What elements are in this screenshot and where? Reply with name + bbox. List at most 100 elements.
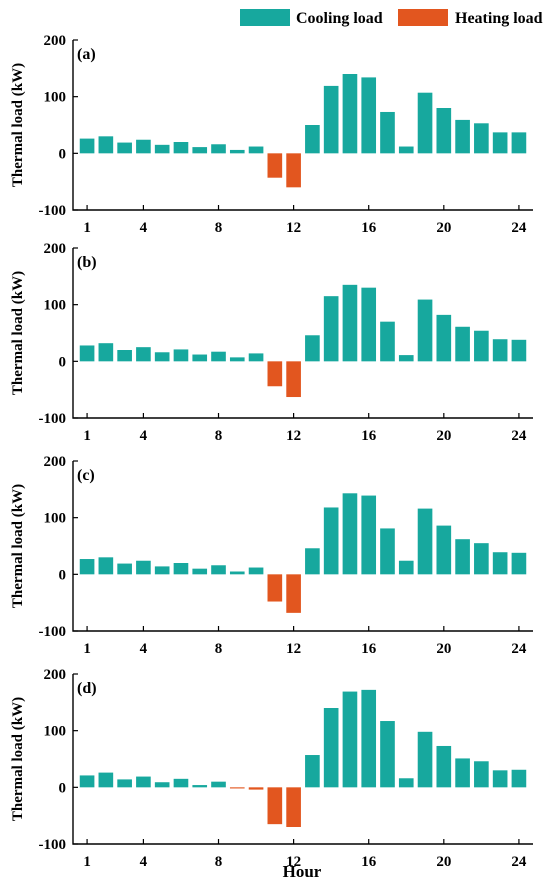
cooling-bar	[79, 559, 95, 575]
x-tick-label: 16	[361, 220, 377, 236]
panel-tag: (c)	[77, 467, 95, 484]
x-tick-label: 20	[436, 428, 451, 444]
cooling-bar	[436, 525, 452, 575]
cooling-bar	[323, 296, 339, 362]
y-tick-label: -100	[39, 411, 67, 427]
heating-bar	[286, 361, 301, 398]
x-tick-label: 20	[436, 854, 451, 870]
x-tick-label: 8	[215, 641, 223, 657]
cooling-bar	[511, 339, 527, 362]
cooling-bar	[511, 552, 527, 575]
y-tick-label: 0	[59, 567, 67, 583]
cooling-bar	[436, 108, 452, 154]
x-tick-label: 24	[511, 220, 527, 236]
legend-swatch-heating	[398, 9, 448, 26]
cooling-bar	[98, 772, 114, 788]
cooling-bar	[136, 560, 151, 575]
y-tick-label: 0	[59, 780, 67, 796]
chart-panel-a: -100 0 100 200 1 4 8 12 16 20 24 (a) Thermal load (k…	[10, 33, 533, 236]
legend: Cooling load Heating load	[240, 9, 543, 27]
cooling-bar	[398, 355, 414, 362]
cooling-bar	[173, 563, 189, 575]
cooling-bar	[79, 138, 95, 154]
cooling-bar	[117, 563, 132, 575]
cooling-bar	[192, 147, 208, 154]
x-tick-label: 24	[511, 854, 527, 870]
cooling-bar	[229, 357, 245, 362]
cooling-bar	[117, 142, 132, 154]
cooling-bar	[342, 493, 358, 575]
cooling-bar	[380, 321, 395, 362]
cooling-bar	[474, 123, 489, 154]
cooling-bar	[305, 755, 320, 788]
heating-bar	[229, 787, 245, 789]
x-tick-label: 20	[436, 220, 451, 236]
cooling-bar	[398, 778, 414, 788]
cooling-bar	[98, 136, 114, 154]
cooling-bar	[323, 85, 339, 154]
x-tick-label: 1	[83, 854, 91, 870]
cooling-bar	[323, 708, 339, 788]
cooling-bar	[361, 689, 377, 788]
cooling-bar	[361, 77, 377, 154]
cooling-bar	[229, 149, 245, 154]
cooling-bar	[417, 508, 433, 575]
y-tick-label: 100	[44, 298, 67, 314]
cooling-bar	[305, 548, 320, 575]
cooling-bar	[154, 782, 170, 788]
cooling-bar	[380, 528, 395, 575]
chart-panel-d: -100 0 100 200 1 4 8 12 16 20 24 (d) Thermal load (k…	[10, 667, 533, 870]
cooling-bar	[455, 539, 470, 575]
cooling-bar	[248, 146, 264, 154]
cooling-bar	[455, 758, 470, 788]
heating-bar	[286, 153, 301, 188]
chart-panel-c: -100 0 100 200 1 4 8 12 16 20 24 (c) Thermal load (k…	[10, 454, 533, 657]
cooling-bar	[98, 343, 114, 362]
x-tick-label: 1	[83, 641, 91, 657]
cooling-bar	[474, 330, 489, 362]
cooling-bar	[136, 776, 151, 788]
x-tick-label: 4	[140, 428, 148, 444]
cooling-bar	[436, 314, 452, 362]
x-tick-label: 16	[361, 854, 377, 870]
x-tick-label: 8	[215, 854, 223, 870]
cooling-bar	[211, 144, 226, 154]
y-axis-label: Thermal load (kW)	[10, 697, 26, 821]
y-axis-label: Thermal load (kW)	[10, 271, 26, 395]
cooling-bar	[492, 552, 508, 575]
cooling-bar	[492, 132, 508, 154]
y-tick-label: -100	[39, 203, 67, 219]
x-tick-label: 12	[286, 428, 301, 444]
cooling-bar	[455, 326, 470, 362]
y-tick-label: 200	[44, 241, 67, 257]
cooling-bar	[511, 132, 527, 154]
x-tick-label: 12	[286, 641, 301, 657]
heating-bar	[267, 153, 283, 178]
y-tick-label: 200	[44, 454, 67, 470]
legend-label-cooling: Cooling load	[296, 10, 383, 27]
x-tick-label: 8	[215, 428, 223, 444]
cooling-bar	[136, 347, 151, 362]
x-tick-label: 24	[511, 641, 527, 657]
cooling-bar	[173, 142, 189, 154]
cooling-bar	[417, 299, 433, 362]
panel-tag: (a)	[77, 46, 96, 63]
y-tick-label: -100	[39, 837, 67, 853]
heating-bar	[248, 787, 264, 790]
x-tick-label: 4	[140, 220, 148, 236]
x-tick-label: 4	[140, 641, 148, 657]
heating-bar	[267, 361, 283, 387]
cooling-bar	[117, 350, 132, 362]
cooling-bar	[154, 566, 170, 575]
cooling-bar	[192, 354, 208, 362]
cooling-bar	[229, 571, 245, 575]
cooling-bar	[511, 769, 527, 788]
cooling-bar	[492, 770, 508, 788]
cooling-bar	[79, 345, 95, 362]
cooling-bar	[455, 119, 470, 154]
cooling-bar	[436, 745, 452, 788]
cooling-bar	[361, 287, 377, 362]
cooling-bar	[211, 781, 226, 788]
panel-tag: (d)	[77, 680, 97, 697]
